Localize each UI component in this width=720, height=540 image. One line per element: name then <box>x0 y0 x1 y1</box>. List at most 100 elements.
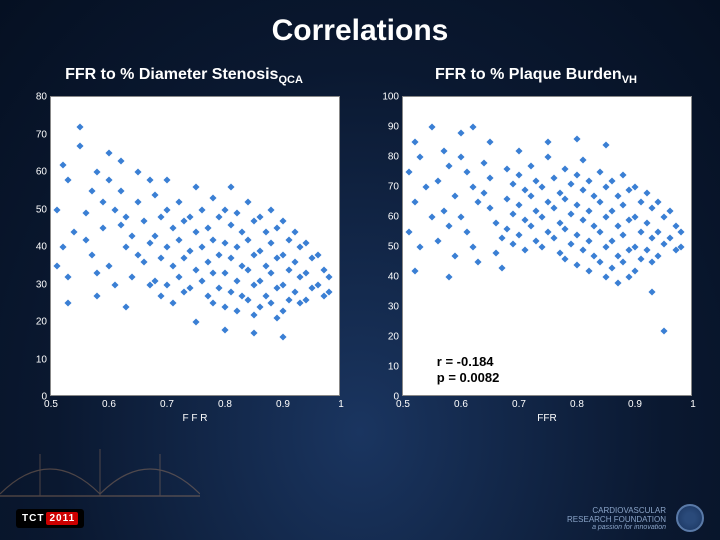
data-point <box>515 232 522 239</box>
data-point <box>510 241 517 248</box>
ytick: 20 <box>36 317 51 328</box>
data-point <box>250 217 257 224</box>
data-point <box>117 221 124 228</box>
data-point <box>585 268 592 275</box>
data-point <box>510 211 517 218</box>
data-point <box>297 274 304 281</box>
data-point <box>655 229 662 236</box>
xtick: 0.6 <box>454 395 468 410</box>
data-point <box>285 296 292 303</box>
data-point <box>169 300 176 307</box>
data-point <box>65 300 72 307</box>
data-point <box>239 229 246 236</box>
data-point <box>163 206 170 213</box>
xtick: 0.9 <box>276 395 290 410</box>
data-point <box>539 214 546 221</box>
ytick: 50 <box>388 242 403 253</box>
data-point <box>129 274 136 281</box>
data-point <box>163 244 170 251</box>
data-point <box>562 166 569 173</box>
data-point <box>544 199 551 206</box>
data-point <box>210 300 217 307</box>
data-point <box>527 193 534 200</box>
data-point <box>515 202 522 209</box>
data-point <box>245 266 252 273</box>
data-point <box>65 176 72 183</box>
data-point <box>250 311 257 318</box>
data-point <box>562 256 569 263</box>
data-point <box>233 277 240 284</box>
data-point <box>672 223 679 230</box>
data-point <box>556 220 563 227</box>
chart-left-title: FFR to % Diameter StenosisQCA <box>14 66 354 86</box>
data-point <box>614 280 621 287</box>
data-point <box>620 259 627 266</box>
ytick: 90 <box>388 122 403 133</box>
data-point <box>198 277 205 284</box>
data-point <box>250 330 257 337</box>
data-point <box>602 274 609 281</box>
data-point <box>279 334 286 341</box>
data-point <box>446 274 453 281</box>
ytick: 10 <box>36 354 51 365</box>
xtick: 0.5 <box>44 395 58 410</box>
data-point <box>250 251 257 258</box>
data-point <box>117 157 124 164</box>
bridge-decoration <box>0 434 200 504</box>
data-point <box>655 253 662 260</box>
xtick: 0.8 <box>570 395 584 410</box>
data-point <box>515 148 522 155</box>
data-point <box>320 266 327 273</box>
data-point <box>210 236 217 243</box>
conference-badge: TCT2011 <box>16 509 84 528</box>
data-point <box>597 259 604 266</box>
data-point <box>82 210 89 217</box>
data-point <box>608 208 615 215</box>
data-point <box>227 255 234 262</box>
chart-right-annotation: r = -0.184 p = 0.0082 <box>437 354 500 387</box>
xtick: 0.9 <box>628 395 642 410</box>
data-point <box>504 226 511 233</box>
data-point <box>585 178 592 185</box>
data-point <box>59 161 66 168</box>
data-point <box>221 206 228 213</box>
data-point <box>210 195 217 202</box>
data-point <box>440 148 447 155</box>
data-point <box>446 223 453 230</box>
data-point <box>152 191 159 198</box>
charts-row: FFR to % Diameter StenosisQCA Diameter S… <box>0 48 720 442</box>
data-point <box>192 184 199 191</box>
data-point <box>608 265 615 272</box>
data-point <box>556 250 563 257</box>
data-point <box>660 214 667 221</box>
ytick: 30 <box>388 302 403 313</box>
data-point <box>521 247 528 254</box>
data-point <box>245 236 252 243</box>
data-point <box>492 220 499 227</box>
ytick: 70 <box>388 182 403 193</box>
data-point <box>152 232 159 239</box>
data-point <box>417 244 424 251</box>
data-point <box>440 208 447 215</box>
data-point <box>492 250 499 257</box>
data-point <box>216 251 223 258</box>
data-point <box>279 307 286 314</box>
data-point <box>192 319 199 326</box>
ytick: 60 <box>388 212 403 223</box>
data-point <box>94 169 101 176</box>
data-point <box>216 214 223 221</box>
data-point <box>268 270 275 277</box>
data-point <box>626 274 633 281</box>
data-point <box>262 292 269 299</box>
data-point <box>602 244 609 251</box>
data-point <box>100 199 107 206</box>
data-point <box>573 202 580 209</box>
data-point <box>481 190 488 197</box>
data-point <box>262 262 269 269</box>
data-point <box>169 225 176 232</box>
data-point <box>620 232 627 239</box>
data-point <box>591 223 598 230</box>
data-point <box>498 265 505 272</box>
data-point <box>533 238 540 245</box>
data-point <box>192 266 199 273</box>
